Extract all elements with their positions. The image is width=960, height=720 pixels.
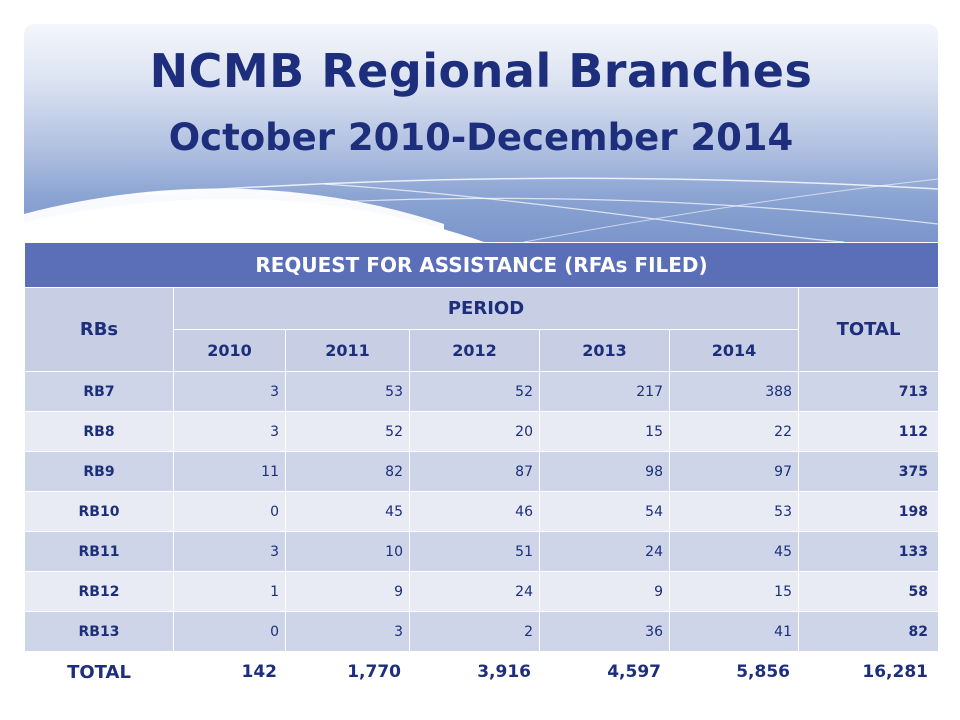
value-cell: 82 bbox=[285, 451, 410, 492]
rb-label: RB12 bbox=[24, 571, 174, 612]
year-total: 142 bbox=[173, 651, 286, 693]
value-cell: 15 bbox=[669, 571, 799, 612]
value-cell: 0 bbox=[173, 491, 286, 532]
value-cell: 54 bbox=[539, 491, 670, 532]
value-cell: 9 bbox=[539, 571, 670, 612]
value-cell: 36 bbox=[539, 611, 670, 652]
value-cell: 52 bbox=[285, 411, 410, 452]
value-cell: 20 bbox=[409, 411, 540, 452]
value-cell: 45 bbox=[285, 491, 410, 532]
slide-title: NCMB Regional Branches bbox=[149, 44, 813, 98]
year-header: 2012 bbox=[409, 329, 540, 372]
grand-total: 16,281 bbox=[798, 651, 939, 693]
value-cell: 3 bbox=[173, 371, 286, 412]
year-total: 4,597 bbox=[539, 651, 670, 693]
value-cell: 53 bbox=[285, 371, 410, 412]
value-cell: 15 bbox=[539, 411, 670, 452]
rfa-table-container: REQUEST FOR ASSISTANCE (RFAs FILED) RBs … bbox=[24, 242, 939, 693]
row-total: 58 bbox=[798, 571, 939, 612]
value-cell: 217 bbox=[539, 371, 670, 412]
total-header: TOTAL bbox=[798, 287, 939, 372]
year-header: 2011 bbox=[285, 329, 410, 372]
totals-row: TOTAL 142 1,770 3,916 4,597 5,856 16,281 bbox=[24, 651, 939, 693]
value-cell: 9 bbox=[285, 571, 410, 612]
rb-label: RB7 bbox=[24, 371, 174, 412]
row-total: 198 bbox=[798, 491, 939, 532]
value-cell: 98 bbox=[539, 451, 670, 492]
value-cell: 3 bbox=[173, 531, 286, 572]
year-header: 2010 bbox=[173, 329, 286, 372]
value-cell: 46 bbox=[409, 491, 540, 532]
table-caption: REQUEST FOR ASSISTANCE (RFAs FILED) bbox=[24, 242, 939, 288]
table-row: RB12 1 9 24 9 15 58 bbox=[24, 571, 939, 612]
value-cell: 51 bbox=[409, 531, 540, 572]
value-cell: 24 bbox=[409, 571, 540, 612]
table-row: RB9 11 82 87 98 97 375 bbox=[24, 451, 939, 492]
rb-label: RB11 bbox=[24, 531, 174, 572]
title-banner: NCMB Regional Branches October 2010-Dece… bbox=[24, 24, 938, 242]
rb-label: RB10 bbox=[24, 491, 174, 532]
value-cell: 45 bbox=[669, 531, 799, 572]
slide-subtitle: October 2010-December 2014 bbox=[168, 116, 794, 159]
rb-label: RB13 bbox=[24, 611, 174, 652]
value-cell: 1 bbox=[173, 571, 286, 612]
value-cell: 97 bbox=[669, 451, 799, 492]
totals-label: TOTAL bbox=[24, 651, 174, 693]
period-header: PERIOD bbox=[173, 287, 799, 330]
row-total: 375 bbox=[798, 451, 939, 492]
value-cell: 22 bbox=[669, 411, 799, 452]
value-cell: 11 bbox=[173, 451, 286, 492]
value-cell: 0 bbox=[173, 611, 286, 652]
rb-label: RB8 bbox=[24, 411, 174, 452]
row-total: 133 bbox=[798, 531, 939, 572]
value-cell: 3 bbox=[173, 411, 286, 452]
value-cell: 24 bbox=[539, 531, 670, 572]
table-row: RB11 3 10 51 24 45 133 bbox=[24, 531, 939, 572]
value-cell: 53 bbox=[669, 491, 799, 532]
table-row: RB13 0 3 2 36 41 82 bbox=[24, 611, 939, 652]
value-cell: 41 bbox=[669, 611, 799, 652]
rb-label: RB9 bbox=[24, 451, 174, 492]
year-total: 5,856 bbox=[669, 651, 799, 693]
year-total: 1,770 bbox=[285, 651, 410, 693]
rbs-header: RBs bbox=[24, 287, 174, 372]
row-total: 82 bbox=[798, 611, 939, 652]
value-cell: 388 bbox=[669, 371, 799, 412]
decorative-swoosh bbox=[24, 177, 938, 242]
year-header: 2013 bbox=[539, 329, 670, 372]
year-header: 2014 bbox=[669, 329, 799, 372]
year-total: 3,916 bbox=[409, 651, 540, 693]
rfa-table: REQUEST FOR ASSISTANCE (RFAs FILED) RBs … bbox=[24, 242, 939, 693]
table-row: RB10 0 45 46 54 53 198 bbox=[24, 491, 939, 532]
row-total: 112 bbox=[798, 411, 939, 452]
table-row: RB7 3 53 52 217 388 713 bbox=[24, 371, 939, 412]
value-cell: 2 bbox=[409, 611, 540, 652]
value-cell: 87 bbox=[409, 451, 540, 492]
table-row: RB8 3 52 20 15 22 112 bbox=[24, 411, 939, 452]
value-cell: 52 bbox=[409, 371, 540, 412]
value-cell: 10 bbox=[285, 531, 410, 572]
value-cell: 3 bbox=[285, 611, 410, 652]
row-total: 713 bbox=[798, 371, 939, 412]
